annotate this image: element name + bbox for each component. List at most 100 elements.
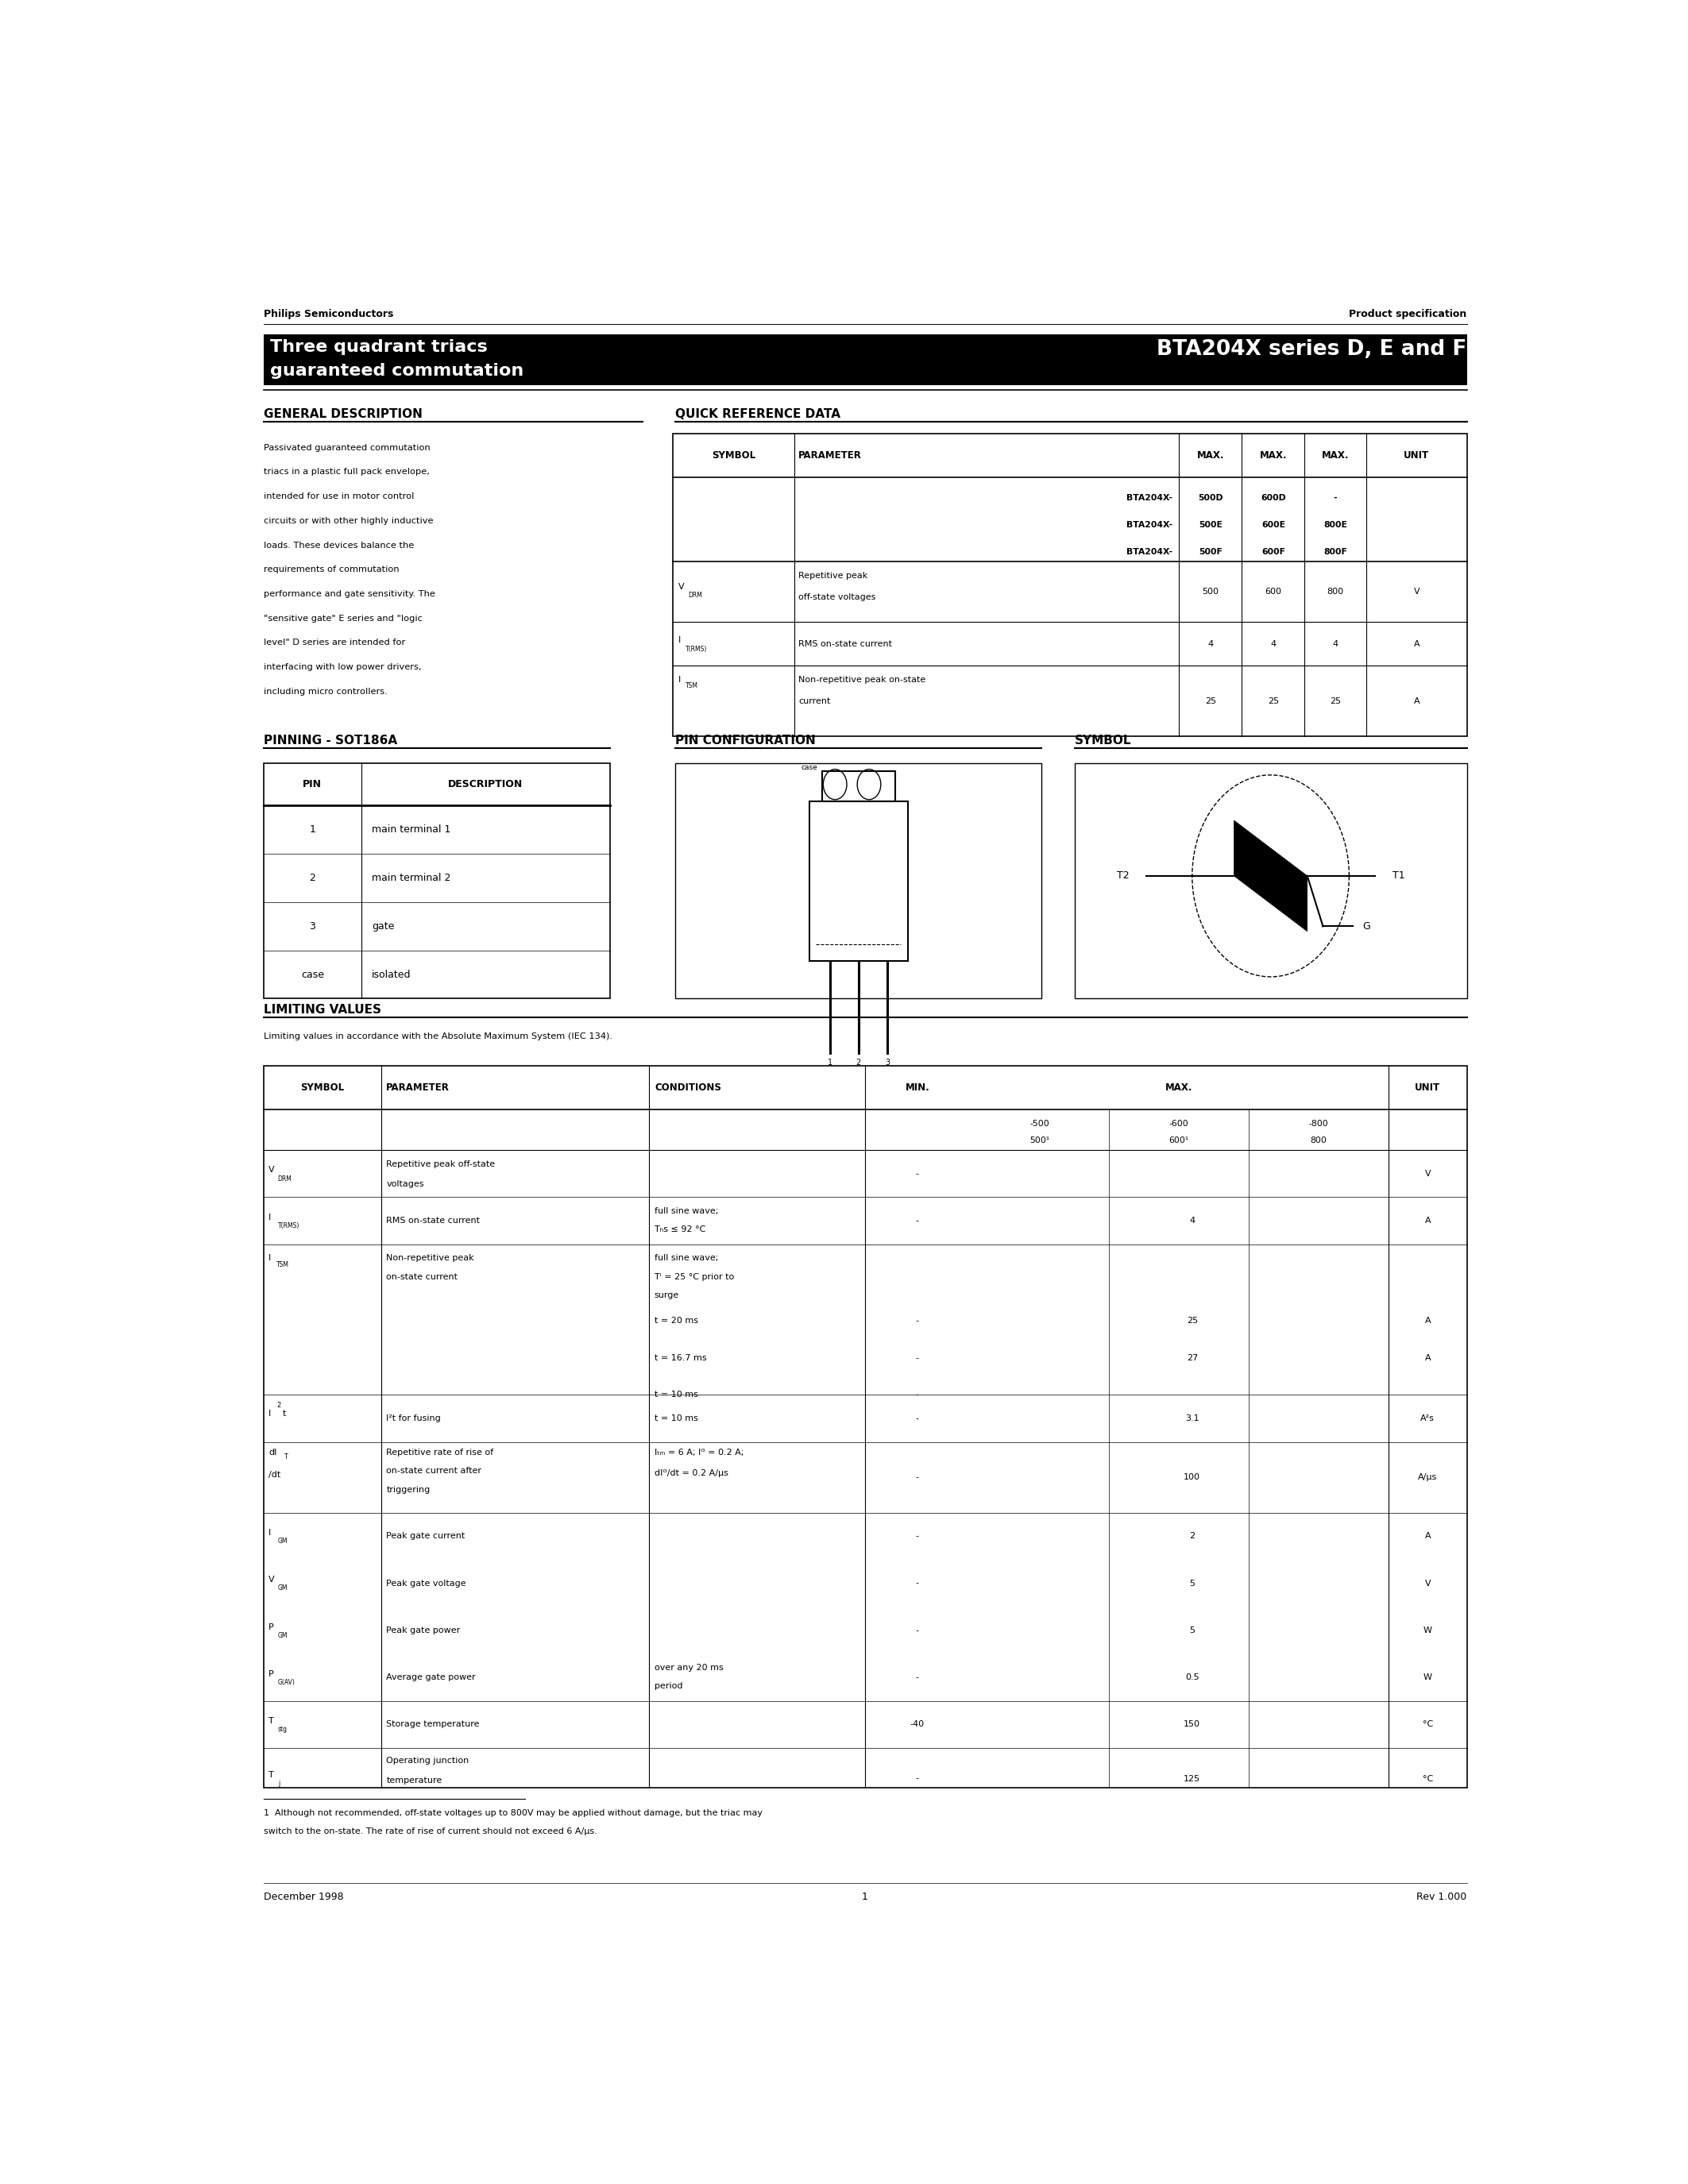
Text: V: V xyxy=(1413,587,1420,596)
Text: interfacing with low power drivers,: interfacing with low power drivers, xyxy=(263,664,420,670)
Text: including micro controllers.: including micro controllers. xyxy=(263,688,387,695)
Text: Limiting values in accordance with the Absolute Maximum System (IEC 134).: Limiting values in accordance with the A… xyxy=(263,1033,613,1040)
Text: full sine wave;: full sine wave; xyxy=(655,1254,719,1262)
Text: PIN CONFIGURATION: PIN CONFIGURATION xyxy=(675,734,815,747)
Text: BTA204X-: BTA204X- xyxy=(1126,548,1173,557)
Text: /dt: /dt xyxy=(268,1470,280,1479)
Text: requirements of commutation: requirements of commutation xyxy=(263,566,398,574)
Text: P: P xyxy=(268,1671,273,1677)
Text: 2: 2 xyxy=(856,1059,861,1066)
Text: SYMBOL: SYMBOL xyxy=(1075,734,1131,747)
Text: °C: °C xyxy=(1423,1776,1433,1782)
Text: A/μs: A/μs xyxy=(1418,1474,1436,1481)
Text: December 1998: December 1998 xyxy=(263,1891,343,1902)
Text: -: - xyxy=(917,1673,918,1682)
Text: -: - xyxy=(917,1627,918,1634)
Text: surge: surge xyxy=(655,1291,679,1299)
Text: RMS on-state current: RMS on-state current xyxy=(387,1216,479,1225)
Text: V: V xyxy=(268,1166,275,1175)
Text: CONDITIONS: CONDITIONS xyxy=(655,1083,721,1092)
Text: t: t xyxy=(284,1409,287,1417)
Text: Three quadrant triacs: Three quadrant triacs xyxy=(270,339,488,356)
Text: dI: dI xyxy=(268,1448,277,1457)
Text: DESCRIPTION: DESCRIPTION xyxy=(449,780,523,788)
Text: T: T xyxy=(284,1455,289,1461)
Text: Peak gate current: Peak gate current xyxy=(387,1533,466,1540)
Text: case: case xyxy=(300,970,324,981)
Text: over any 20 ms: over any 20 ms xyxy=(655,1664,724,1673)
Text: j: j xyxy=(279,1780,280,1787)
Text: V: V xyxy=(1425,1579,1431,1588)
Text: -: - xyxy=(917,1391,918,1398)
Text: GM: GM xyxy=(279,1586,287,1592)
Text: W: W xyxy=(1423,1673,1431,1682)
Polygon shape xyxy=(1234,876,1307,930)
Text: temperature: temperature xyxy=(387,1776,442,1784)
Text: Peak gate voltage: Peak gate voltage xyxy=(387,1579,466,1588)
Text: A: A xyxy=(1425,1216,1431,1225)
Text: G(AV): G(AV) xyxy=(279,1679,295,1686)
Text: Non-repetitive peak: Non-repetitive peak xyxy=(387,1254,474,1262)
Text: 25: 25 xyxy=(1187,1317,1198,1326)
Text: 600F: 600F xyxy=(1261,548,1285,557)
Text: T: T xyxy=(268,1771,273,1780)
Text: UNIT: UNIT xyxy=(1404,450,1430,461)
Text: Tⁱ = 25 °C prior to: Tⁱ = 25 °C prior to xyxy=(655,1273,734,1280)
Text: full sine wave;: full sine wave; xyxy=(655,1208,719,1214)
Text: 600E: 600E xyxy=(1261,522,1285,529)
Text: 800: 800 xyxy=(1310,1136,1327,1144)
Text: MIN.: MIN. xyxy=(905,1083,930,1092)
Text: PARAMETER: PARAMETER xyxy=(798,450,863,461)
Text: QUICK REFERENCE DATA: QUICK REFERENCE DATA xyxy=(675,408,841,419)
Text: BTA204X series D, E and F: BTA204X series D, E and F xyxy=(1156,339,1467,360)
Text: 125: 125 xyxy=(1183,1776,1200,1782)
Text: I: I xyxy=(268,1214,272,1221)
Text: 27: 27 xyxy=(1187,1354,1198,1363)
Text: MAX.: MAX. xyxy=(1322,450,1349,461)
Text: TSM: TSM xyxy=(685,684,699,690)
Text: performance and gate sensitivity. The: performance and gate sensitivity. The xyxy=(263,590,436,598)
Text: -: - xyxy=(917,1415,918,1422)
Text: UNIT: UNIT xyxy=(1415,1083,1440,1092)
Text: -600: -600 xyxy=(1170,1120,1188,1127)
Text: 800F: 800F xyxy=(1323,548,1347,557)
Text: I: I xyxy=(268,1409,272,1417)
Text: MAX.: MAX. xyxy=(1259,450,1286,461)
Text: SYMBOL: SYMBOL xyxy=(300,1083,344,1092)
Text: 5: 5 xyxy=(1190,1579,1195,1588)
Text: TSM: TSM xyxy=(277,1260,289,1269)
Bar xyxy=(810,802,908,961)
Bar xyxy=(263,762,609,998)
Text: -: - xyxy=(1334,494,1337,502)
Text: Rev 1.000: Rev 1.000 xyxy=(1416,1891,1467,1902)
Text: 800: 800 xyxy=(1327,587,1344,596)
Text: 3: 3 xyxy=(309,922,316,930)
Text: 2: 2 xyxy=(1190,1533,1195,1540)
Text: 25: 25 xyxy=(1330,697,1340,705)
Text: level" D series are intended for: level" D series are intended for xyxy=(263,638,405,646)
Text: Philips Semiconductors: Philips Semiconductors xyxy=(263,308,393,319)
Text: GM: GM xyxy=(279,1538,287,1544)
Text: 25: 25 xyxy=(1268,697,1280,705)
Text: -500: -500 xyxy=(1030,1120,1050,1127)
Text: -: - xyxy=(917,1216,918,1225)
Text: stg: stg xyxy=(279,1725,287,1734)
Text: T1: T1 xyxy=(1393,871,1404,880)
Text: 3: 3 xyxy=(885,1059,890,1066)
Bar xyxy=(263,334,1467,384)
Text: GM: GM xyxy=(279,1631,287,1638)
Text: MAX.: MAX. xyxy=(1165,1083,1193,1092)
Text: triggering: triggering xyxy=(387,1485,430,1494)
Text: Repetitive rate of rise of: Repetitive rate of rise of xyxy=(387,1448,493,1457)
Text: -: - xyxy=(917,1317,918,1326)
Text: gate: gate xyxy=(371,922,395,930)
Text: -: - xyxy=(917,1533,918,1540)
Text: V: V xyxy=(1425,1171,1431,1177)
Text: t = 20 ms: t = 20 ms xyxy=(655,1317,699,1326)
Text: Repetitive peak: Repetitive peak xyxy=(798,572,868,579)
Text: Peak gate power: Peak gate power xyxy=(387,1627,461,1634)
Text: RMS on-state current: RMS on-state current xyxy=(798,640,893,649)
Bar xyxy=(674,435,1467,736)
Text: on-state current: on-state current xyxy=(387,1273,457,1280)
Text: 5: 5 xyxy=(1190,1627,1195,1634)
